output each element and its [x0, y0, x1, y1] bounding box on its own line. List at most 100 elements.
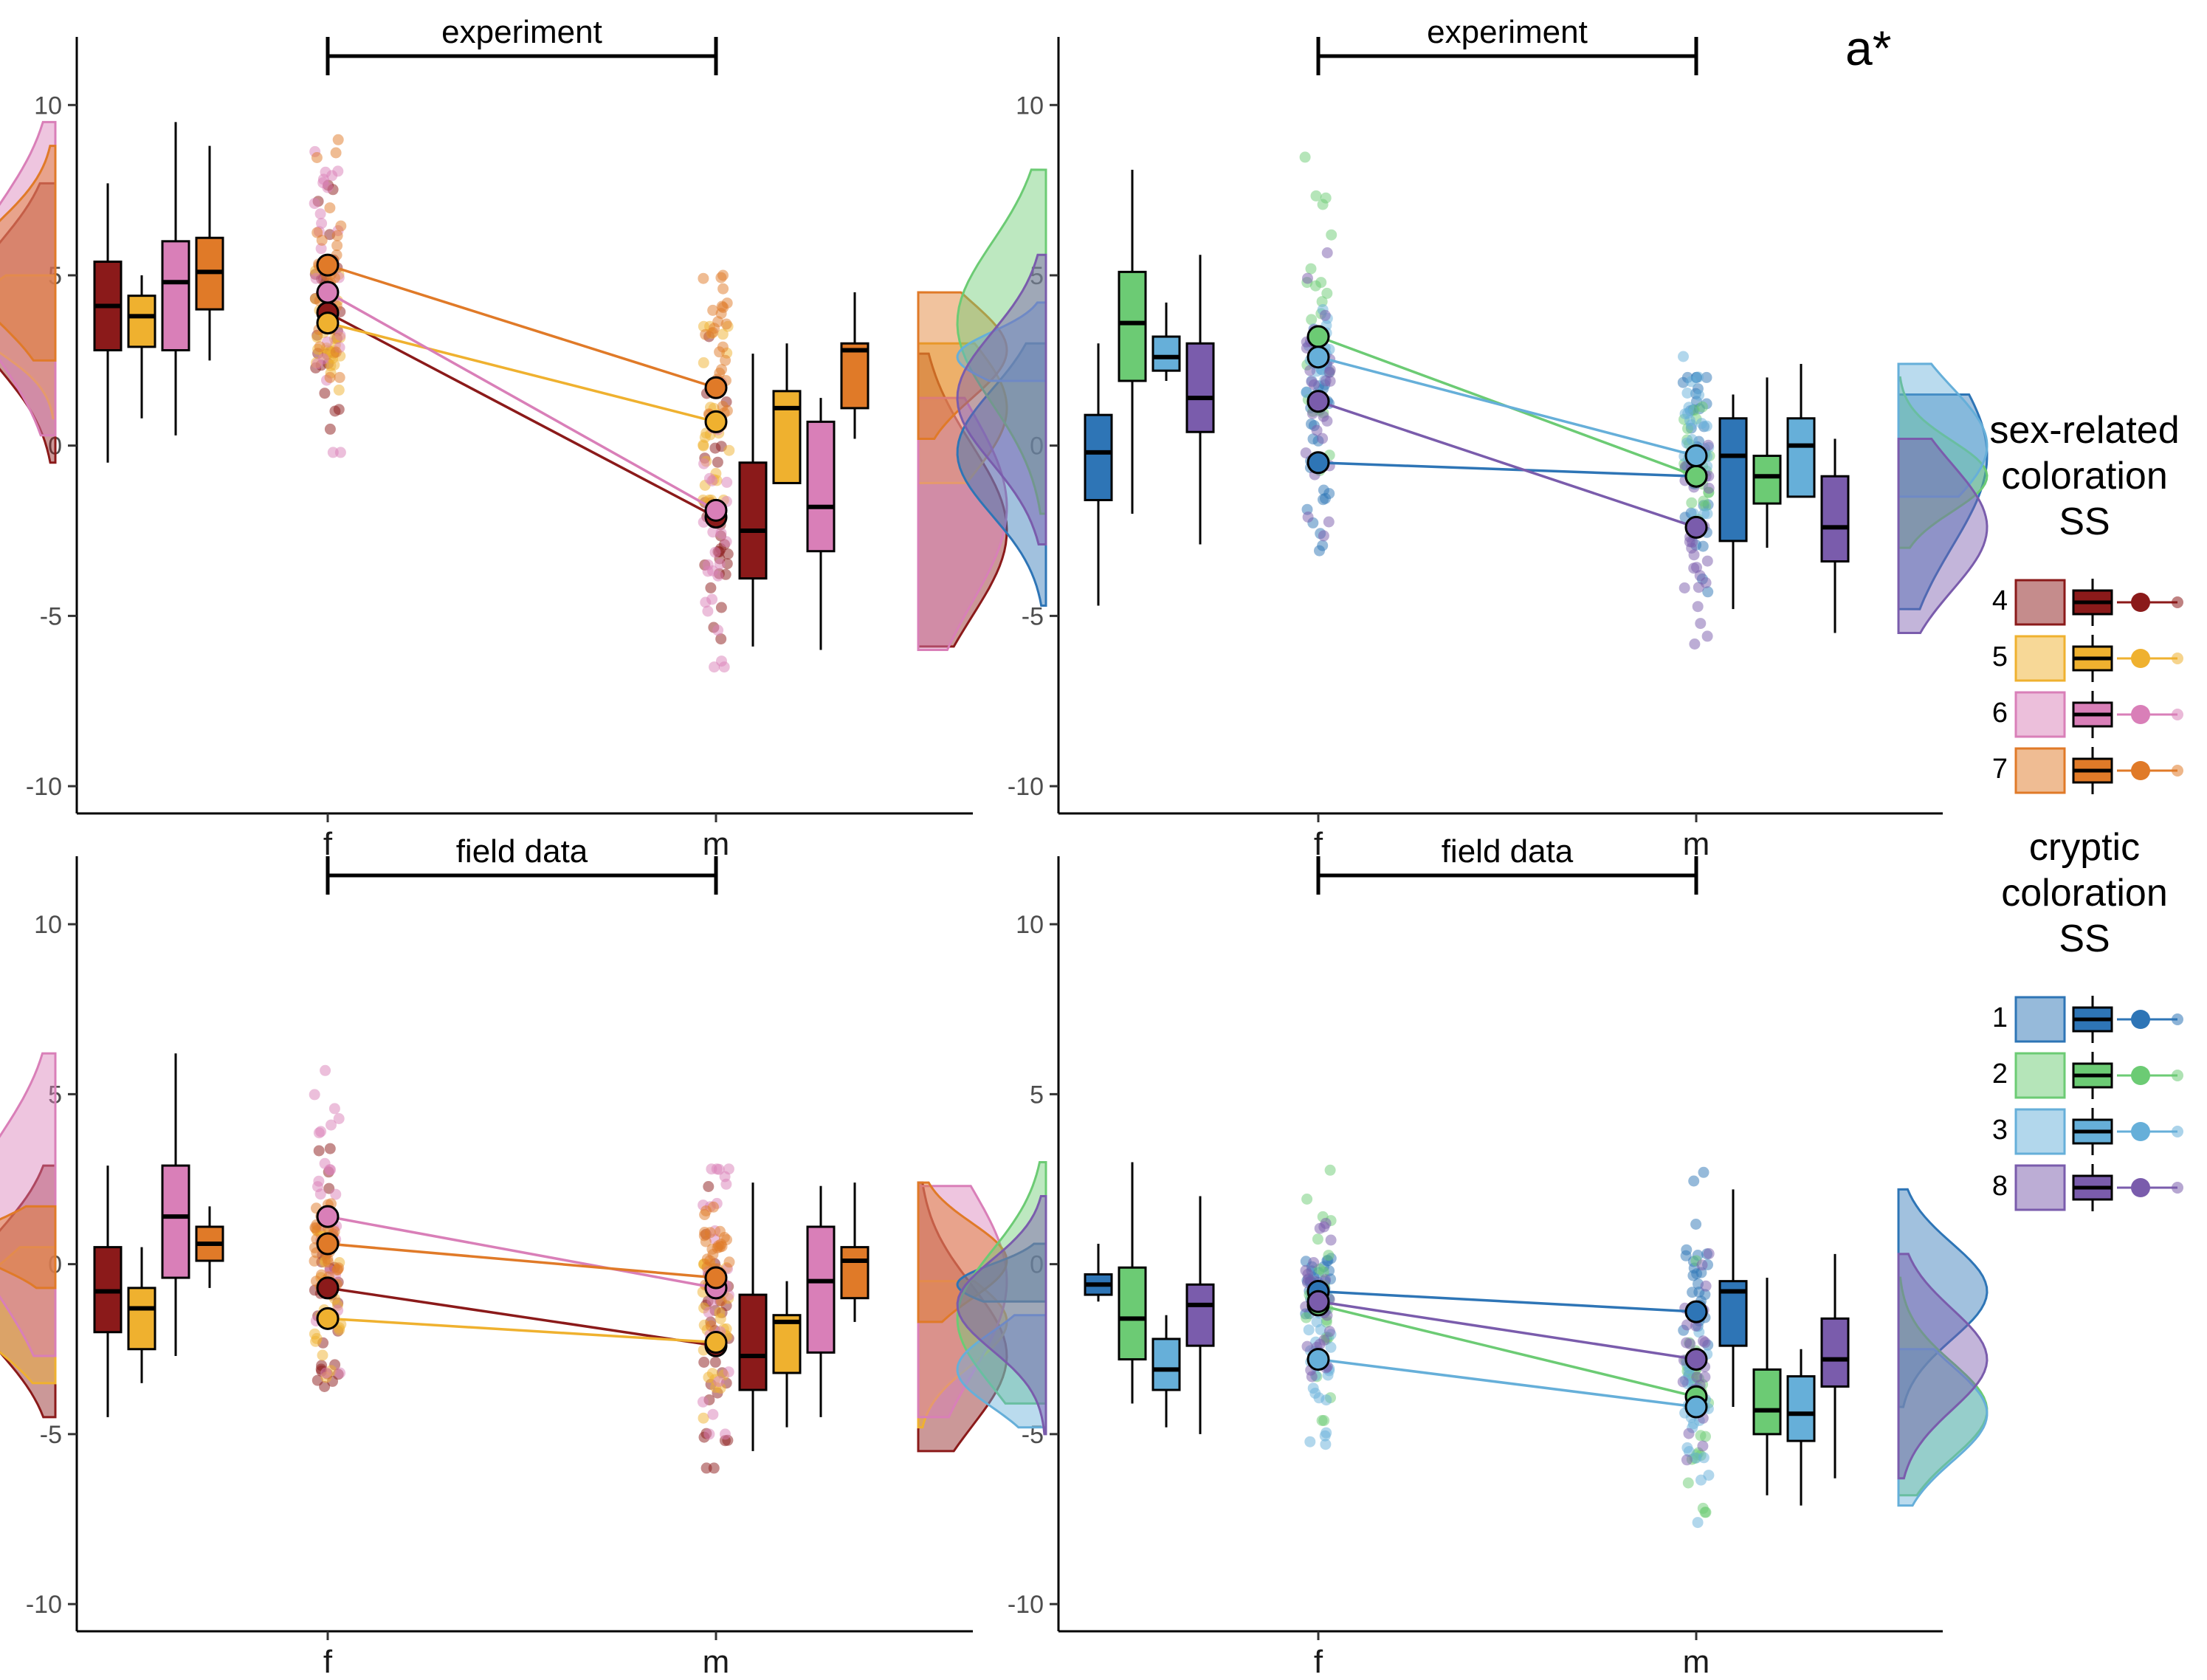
mean-point-m-series-6: [704, 498, 728, 522]
raw-point-f-series-2: [1321, 287, 1333, 299]
box: [161, 1164, 190, 1279]
mean-point-m-series-2: [1684, 464, 1708, 488]
box: [772, 390, 802, 484]
bracket-label: experiment: [1427, 14, 1588, 50]
box: [161, 240, 190, 351]
legend-density-swatch: [2014, 1164, 2066, 1211]
x-tick-label-f: f: [323, 1644, 333, 1680]
density-m-series-6: [917, 396, 1008, 652]
raw-point-m-series-7: [699, 1209, 711, 1220]
legends: sex-relatedcolorationSS4567crypticcolora…: [1989, 409, 2183, 1211]
legend-title-line: coloration: [2001, 455, 2167, 498]
boxplot-m-series-2: [1752, 377, 1782, 548]
mean-point-f-series-5: [316, 1307, 340, 1330]
raw-point-f-series-8: [1323, 1326, 1335, 1338]
mean-line-series-1: [1318, 461, 1697, 478]
mean-line-series-4: [327, 311, 717, 519]
figure-tag: a*: [1845, 21, 1891, 75]
legend-key-2: 2: [1992, 1052, 2183, 1099]
raw-point-m-series-8: [1681, 1454, 1693, 1466]
mean-line-series-5: [327, 321, 717, 424]
raw-point-f-series-5: [311, 1332, 323, 1344]
boxplot-m-series-7: [840, 1182, 870, 1322]
raw-point-m-series-6: [723, 1366, 734, 1378]
raw-point-f-series-7: [311, 227, 323, 238]
raw-point-m-series-8: [1702, 439, 1714, 451]
box: [840, 342, 870, 410]
legend-point-swatch: [2172, 709, 2183, 720]
mean-line-series-6: [327, 291, 717, 512]
raw-point-m-series-7: [698, 1230, 710, 1242]
raw-point-m-series-3: [1681, 388, 1693, 399]
raw-point-f-series-8: [1321, 247, 1333, 258]
raw-point-m-series-8: [1701, 630, 1713, 642]
raw-point-f-series-7: [334, 371, 345, 383]
density-m-series-3: [1897, 1348, 1989, 1507]
raw-point-m-series-7: [714, 1241, 726, 1253]
legend-key-label: 5: [1992, 641, 2008, 672]
raw-point-f-series-6: [314, 208, 326, 220]
boxplot-m-series-7: [840, 292, 870, 439]
raw-point-f-series-6: [328, 1103, 340, 1115]
bracket: experiment: [326, 14, 718, 75]
raw-point-f-series-6: [310, 272, 322, 284]
raw-point-f-series-6: [309, 1089, 320, 1101]
raw-point-f-series-3: [1311, 1316, 1323, 1328]
box: [1786, 417, 1816, 498]
mean-line-series-4: [327, 1287, 717, 1347]
y-tick-label: 10: [1016, 911, 1044, 939]
raw-point-m-series-4: [715, 602, 727, 613]
box: [127, 1287, 156, 1351]
legend-key-label: 4: [1992, 585, 2008, 616]
raw-point-m-series-7: [707, 304, 719, 316]
raw-point-m-series-6: [712, 624, 724, 636]
raw-point-f-series-3: [1320, 1439, 1332, 1450]
bracket-label: field data: [456, 833, 588, 870]
raw-point-m-series-8: [1695, 618, 1707, 630]
panel-bottom-right: -10 -5 0 5 10 f m field data: [956, 833, 1989, 1680]
raw-point-m-series-6: [703, 1428, 715, 1440]
raw-point-f-series-2: [1315, 277, 1327, 289]
legend-mean-swatch: [2131, 761, 2150, 780]
legend-title-line: SS: [2059, 918, 2110, 960]
raw-point-f-series-6: [320, 1064, 331, 1076]
legend-mean-swatch: [2131, 649, 2150, 668]
legend-key-6: 6: [1992, 691, 2183, 738]
boxplot-f-series-4: [93, 183, 123, 463]
x-tick-label-m: m: [1683, 826, 1710, 862]
boxplot-m-series-5: [772, 343, 802, 484]
raw-point-f-series-6: [333, 1113, 345, 1124]
raw-point-m-series-5: [706, 1368, 718, 1380]
raw-point-m-series-6: [706, 1163, 717, 1175]
density-f-series-8: [956, 253, 1047, 546]
raw-point-f-series-3: [1303, 1324, 1315, 1336]
y-tick-label: -10: [1008, 1591, 1044, 1619]
boxplot-f-series-4: [93, 1166, 123, 1417]
x-tick-label-m: m: [703, 1644, 730, 1680]
density-m-series-1: [1897, 1188, 1989, 1408]
legend-key-1: 1: [1992, 996, 2183, 1043]
raw-point-f-series-2: [1323, 1250, 1335, 1261]
raw-point-m-series-7: [720, 318, 732, 330]
raw-point-f-series-8: [1318, 1335, 1330, 1346]
legend-title-line: coloration: [2001, 872, 2167, 915]
raw-point-f-series-2: [1306, 314, 1318, 326]
raw-point-f-series-6: [319, 1157, 331, 1169]
raw-point-f-series-8: [1306, 1371, 1318, 1383]
mean-point-f-series-1: [1306, 451, 1330, 475]
x-tick-label-f: f: [1314, 1644, 1323, 1680]
boxplot-f-series-7: [195, 1206, 224, 1288]
bracket: experiment: [1316, 14, 1698, 75]
raw-point-m-series-8: [1689, 638, 1701, 650]
bracket: field data: [1316, 833, 1698, 895]
raw-point-f-series-7: [331, 1264, 343, 1276]
raw-point-m-series-1: [1698, 1166, 1710, 1178]
raw-point-f-series-2: [1317, 199, 1329, 210]
mean-line-series-1: [1318, 1290, 1697, 1313]
raw-point-m-series-4: [715, 633, 727, 645]
raw-point-m-series-5: [723, 444, 735, 456]
raw-point-m-series-1: [1681, 1244, 1693, 1256]
